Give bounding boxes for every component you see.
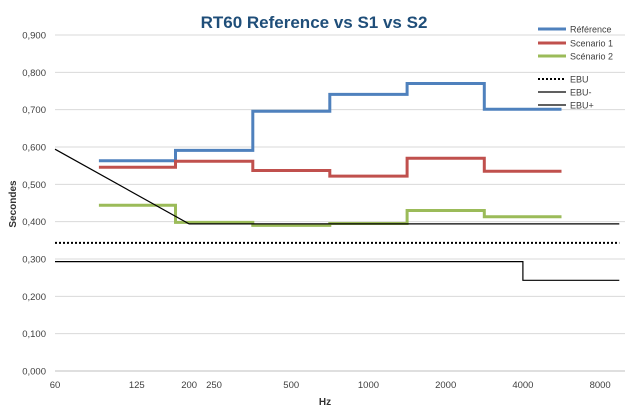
legend-label-scenario-1: Scenario 1 <box>570 39 613 49</box>
x-tick-label: 125 <box>129 380 145 391</box>
y-tick-label: 0,700 <box>22 105 46 116</box>
x-tick-label: 200 <box>181 380 197 391</box>
legend: Référence Scenario 1 Scénario 2 EBU EBU- EBU+ <box>538 25 613 111</box>
y-tick-label: 0,800 <box>22 68 46 79</box>
gridlines <box>55 34 625 372</box>
series-line-sc-nario-2 <box>98 203 562 227</box>
y-tick-label: 0,000 <box>22 367 46 378</box>
y-tick-label: 0,200 <box>22 292 46 303</box>
legend-label-ebu: EBU+ <box>570 101 594 111</box>
series-line-r-f-rence <box>98 82 562 163</box>
y-axis-label: Secondes <box>8 180 19 228</box>
legend-label-ebu: EBU <box>570 75 589 85</box>
y-tick-label: 0,300 <box>22 255 46 266</box>
legend-label-sc-nario-2: Scénario 2 <box>570 52 613 62</box>
series-line-scenario-1 <box>98 156 562 178</box>
chart-title: RT60 Reference vs S1 vs S2 <box>201 13 428 32</box>
series-line-ebu <box>54 148 620 225</box>
legend-label-ebu: EBU- <box>570 88 592 98</box>
x-tick-label: 60 <box>50 380 61 391</box>
x-tick-label: 8000 <box>590 380 611 391</box>
series-lines <box>54 82 620 281</box>
x-tick-label: 4000 <box>512 380 533 391</box>
x-axis-label: Hz <box>319 397 331 408</box>
x-tick-label: 1000 <box>358 380 379 391</box>
y-tick-label: 0,600 <box>22 143 46 154</box>
x-tick-label: 500 <box>283 380 299 391</box>
x-tick-label: 2000 <box>435 380 456 391</box>
y-tick-label: 0,500 <box>22 180 46 191</box>
legend-label-r-f-rence: Référence <box>570 25 612 35</box>
y-tick-label: 0,100 <box>22 329 46 340</box>
series-line-ebu <box>55 261 620 281</box>
y-tick-label: 0,400 <box>22 217 46 228</box>
x-tick-label: 250 <box>206 380 222 391</box>
axes: 0,000 0,100 0,200 0,300 0,400 0,500 0,600 0,700… <box>22 31 625 391</box>
y-tick-label: 0,900 <box>22 31 46 42</box>
